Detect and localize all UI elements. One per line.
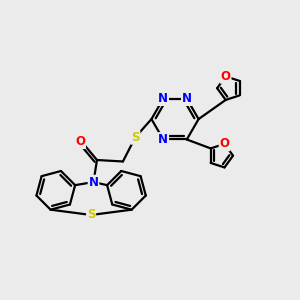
Text: O: O [221,70,231,83]
Text: O: O [220,137,230,150]
Text: S: S [87,208,95,221]
Text: S: S [131,131,140,144]
Text: O: O [75,135,85,148]
Text: N: N [182,92,192,105]
Text: N: N [88,176,98,189]
Text: N: N [158,133,168,146]
Text: N: N [158,92,168,105]
